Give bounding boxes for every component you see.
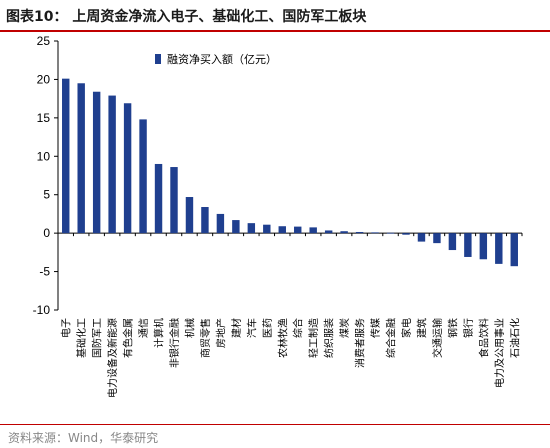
x-tick-label: 电力及公用事业 <box>493 318 506 388</box>
y-tick-label: 10 <box>37 149 51 163</box>
x-tick-label: 计算机 <box>153 318 166 348</box>
bar <box>294 226 302 234</box>
bar <box>510 233 518 267</box>
y-tick-label: 15 <box>37 111 51 125</box>
bar <box>201 207 209 234</box>
bar <box>371 232 379 234</box>
x-axis-labels: 电子 基础化工 国防军工 电力设备及新能源 有色金属 通信 计算机 非银行金融 机械 商贸零售 房地… <box>60 318 522 398</box>
bar <box>495 233 503 264</box>
x-tick-label: 非银行金融 <box>168 318 181 368</box>
bar <box>92 91 101 234</box>
x-tick-label: 电力设备及新能源 <box>106 318 119 398</box>
x-tick-label: 医药 <box>262 318 274 338</box>
figure-title: 图表10： 上周资金净流入电子、基础化工、国防军工板块 <box>6 9 367 25</box>
x-tick-label: 家电 <box>400 318 413 338</box>
bar <box>170 167 178 234</box>
bar <box>355 231 364 234</box>
x-tick-label: 房地产 <box>214 318 227 348</box>
x-tick-label: 银行 <box>462 318 475 338</box>
source-divider <box>0 424 550 425</box>
x-tick-label: 食品饮料 <box>477 318 490 358</box>
x-tick-label: 石油石化 <box>508 318 521 358</box>
source-note: 资料来源：Wind，华泰研究 <box>8 431 159 445</box>
bar <box>386 232 395 234</box>
bar <box>433 233 441 244</box>
y-tick-label: 0 <box>43 226 50 240</box>
x-tick-label: 汽车 <box>245 318 258 338</box>
x-tick-label: 基础化工 <box>75 318 88 358</box>
bar <box>108 95 116 234</box>
bar <box>216 213 225 234</box>
bar-chart: -10 -5 0 5 10 15 20 25 电子 基础化工 国防军工 电力设备及新能源 有色金属 通信… <box>33 34 523 398</box>
bar <box>154 163 163 234</box>
chart-axes <box>57 41 523 310</box>
x-tick-label: 通信 <box>138 318 150 338</box>
x-tick-label: 国防军工 <box>91 318 104 358</box>
x-tick-label: 纺织服装 <box>323 318 336 358</box>
bar <box>464 233 472 257</box>
x-tick-label: 交通运输 <box>431 318 444 358</box>
bar <box>340 231 348 234</box>
chart-legend: 融资净买入额（亿元） <box>155 52 277 66</box>
x-tick-label: 机械 <box>183 318 196 338</box>
x-tick-label: 综合 <box>292 318 305 338</box>
legend-swatch <box>155 54 161 64</box>
x-tick-label: 综合金融 <box>385 318 398 358</box>
y-tick-label: 25 <box>37 34 51 48</box>
x-tick-label: 建材 <box>230 318 243 338</box>
bar <box>448 233 457 251</box>
x-tick-label: 建筑 <box>415 318 428 338</box>
y-tick-label: -5 <box>39 265 50 279</box>
bar <box>185 197 194 234</box>
bar <box>417 233 426 242</box>
x-tick-label: 有色金属 <box>122 318 135 358</box>
title-divider <box>0 30 550 32</box>
bar <box>123 103 132 234</box>
x-tick-label: 钢铁 <box>446 318 459 338</box>
x-tick-label: 煤炭 <box>338 318 351 338</box>
bar <box>479 233 488 260</box>
bar <box>263 224 271 234</box>
bar <box>232 220 240 234</box>
x-tick-label: 消费者服务 <box>354 318 367 368</box>
x-tick-label: 农林牧渔 <box>276 318 289 358</box>
x-tick-label: 电子 <box>60 318 73 338</box>
bar <box>278 226 286 234</box>
bar <box>309 227 317 234</box>
bar <box>324 230 333 234</box>
x-tick-label: 传媒 <box>370 318 382 338</box>
chart-bars <box>62 78 518 267</box>
bar <box>402 233 410 235</box>
bar <box>62 78 70 234</box>
bar <box>247 223 256 234</box>
legend-label: 融资净买入额（亿元） <box>167 52 277 66</box>
y-axis-ticks: -10 -5 0 5 10 15 20 25 <box>33 34 58 317</box>
x-tick-label: 商贸零售 <box>199 318 212 358</box>
y-tick-label: 20 <box>37 72 51 86</box>
y-tick-label: -10 <box>33 303 51 317</box>
bar <box>139 119 147 234</box>
x-tick-label: 轻工制造 <box>307 318 320 358</box>
y-tick-label: 5 <box>43 188 50 202</box>
bar <box>77 83 85 234</box>
